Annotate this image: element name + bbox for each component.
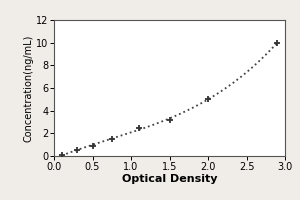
Y-axis label: Concentration(ng/mL): Concentration(ng/mL) xyxy=(23,34,33,142)
X-axis label: Optical Density: Optical Density xyxy=(122,174,217,184)
